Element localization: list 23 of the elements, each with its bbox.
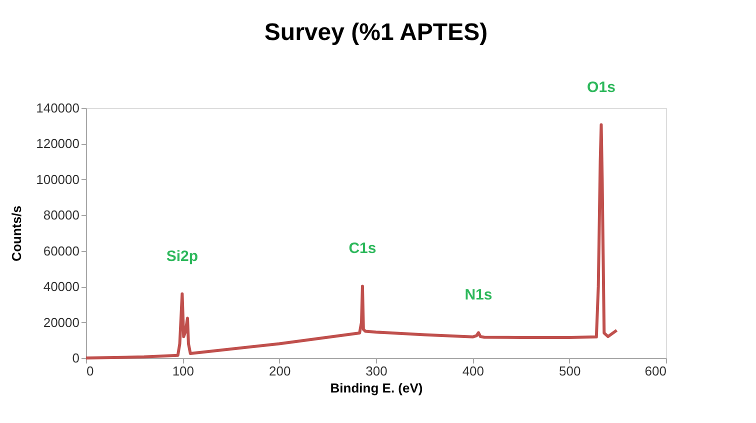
x-tick-label: 400 [462, 364, 484, 378]
x-tick-label: 100 [172, 364, 194, 378]
y-tick-label: 0 [72, 350, 80, 366]
x-tick-label: 0 [86, 364, 94, 378]
x-tick-label: 200 [268, 364, 291, 378]
x-axis-title: Binding E. (eV) [330, 380, 423, 396]
y-tick-label: 60000 [43, 243, 80, 258]
y-tick-label: 20000 [43, 314, 80, 330]
annotation: N1s [464, 286, 492, 304]
y-tick-label: 120000 [36, 136, 80, 152]
y-tick-label: 80000 [43, 208, 80, 223]
annotation: Si2p [166, 248, 198, 265]
annotation: C1s [348, 240, 376, 258]
y-axis-title: Counts/s [9, 206, 24, 262]
x-tick-label: 300 [366, 364, 388, 378]
y-tick-label: 40000 [43, 279, 80, 294]
chart-title: Survey (%1 APTES) [264, 18, 488, 46]
annotation: O1s [587, 78, 616, 96]
x-tick-label: 500 [558, 364, 581, 378]
y-tick-label: 140000 [36, 100, 80, 116]
y-tick-label: 100000 [36, 172, 80, 187]
line-series [84, 123, 618, 360]
x-tick-label: 600 [644, 364, 666, 378]
